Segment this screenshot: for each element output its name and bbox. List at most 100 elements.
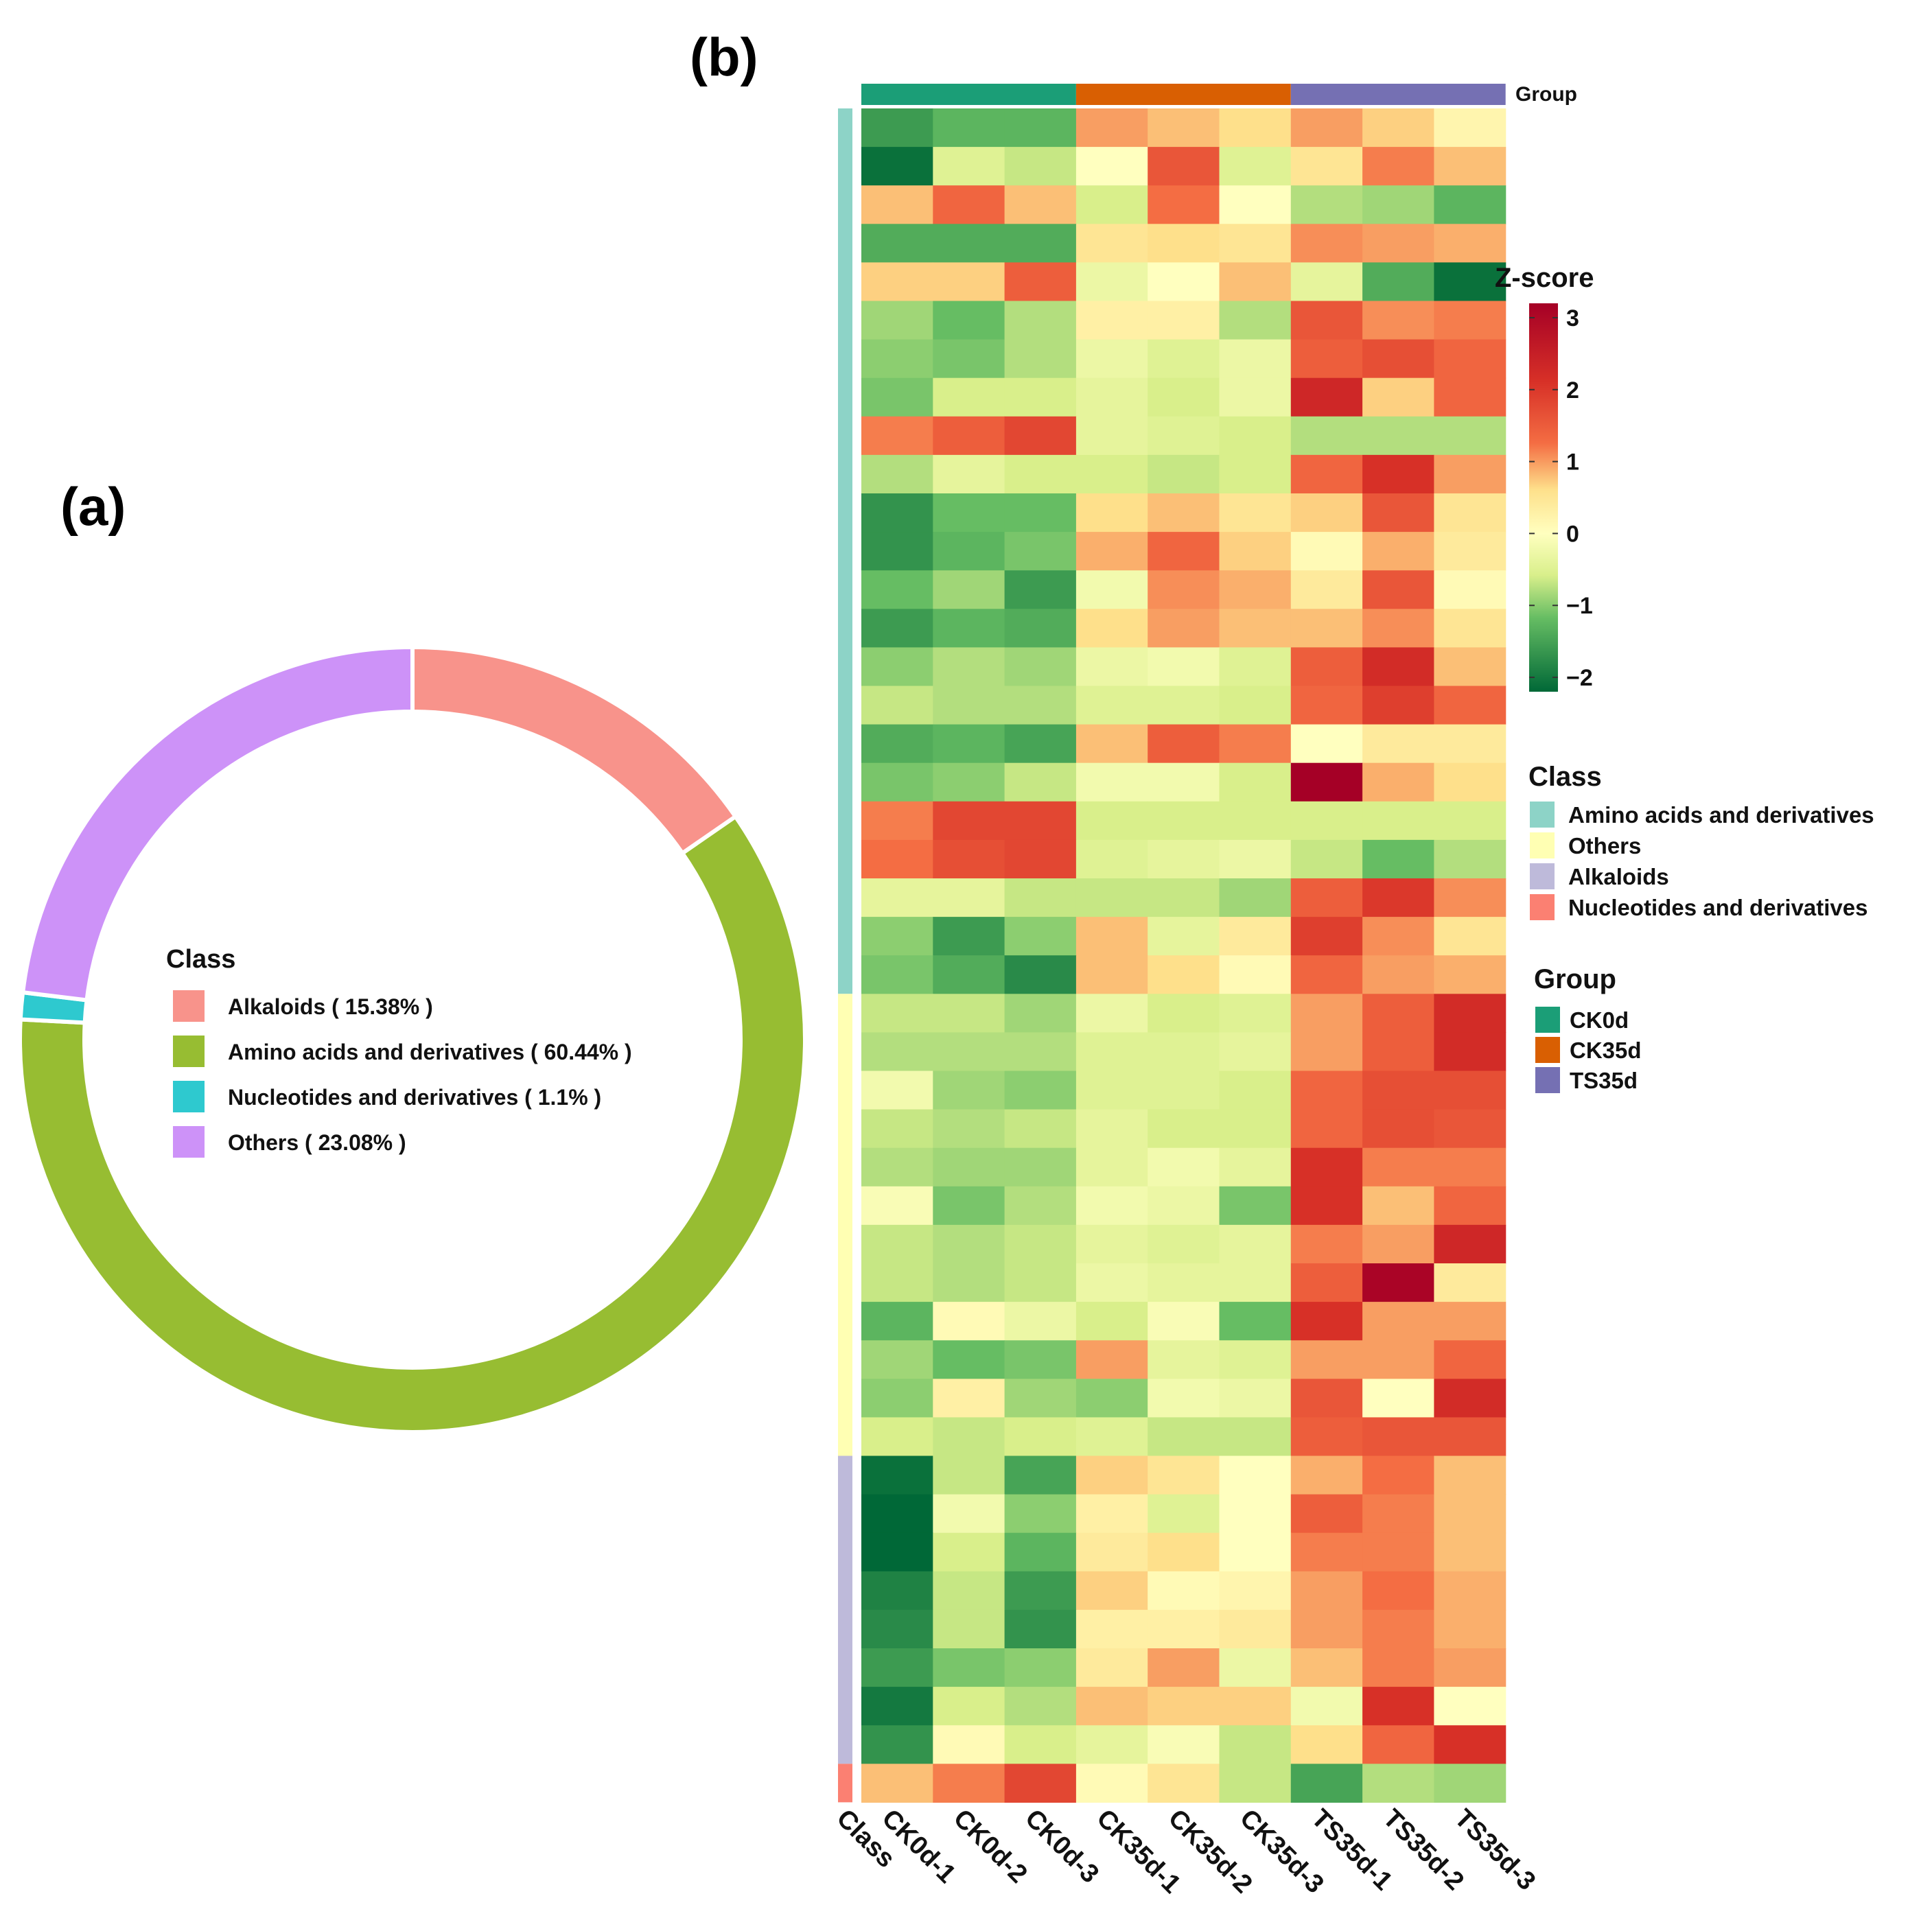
heatmap-cell-r15-c7 — [1290, 647, 1363, 687]
heatmap-cell-r39-c2 — [933, 1571, 1005, 1611]
heatmap-cell-r2-c7 — [1290, 147, 1363, 186]
heatmap-cell-r4-c9 — [1434, 224, 1506, 263]
heatmap-cell-r28-c7 — [1290, 1147, 1363, 1187]
heatmap-cell-r30-c5 — [1148, 1224, 1220, 1264]
heatmap-cell-r41-c3 — [1004, 1648, 1077, 1687]
heatmap-cell-r36-c2 — [933, 1455, 1005, 1495]
heatmap-cell-r40-c2 — [933, 1609, 1005, 1649]
heatmap-cell-r19-c9 — [1434, 801, 1506, 841]
zscore-tick-label: 0 — [1566, 521, 1579, 547]
heatmap-cell-r7-c3 — [1004, 339, 1077, 379]
heatmap-cell-r42-c7 — [1290, 1687, 1363, 1726]
heatmap-cell-r10-c4 — [1075, 454, 1148, 494]
heatmap-cell-r9-c9 — [1434, 416, 1506, 456]
heatmap-cell-r42-c1 — [861, 1687, 933, 1726]
group-legend-label: CK35d — [1570, 1038, 1642, 1063]
heatmap-cell-r25-c3 — [1004, 1032, 1077, 1072]
heatmap-cell-r34-c2 — [933, 1379, 1005, 1418]
heatmap-cell-r12-c3 — [1004, 532, 1077, 571]
heatmap-cell-r2-c5 — [1148, 147, 1220, 186]
heatmap-cell-r36-c7 — [1290, 1455, 1363, 1495]
heatmap-cell-r39-c6 — [1219, 1571, 1292, 1611]
heatmap-cell-r41-c7 — [1290, 1648, 1363, 1687]
heatmap-cell-r41-c8 — [1362, 1648, 1434, 1687]
heatmap-cell-r31-c6 — [1219, 1263, 1292, 1302]
heatmap-cell-r38-c7 — [1290, 1532, 1363, 1572]
heatmap-cell-r44-c5 — [1148, 1764, 1220, 1803]
heatmap-cell-r35-c4 — [1075, 1417, 1148, 1457]
heatmap-cell-r23-c3 — [1004, 955, 1077, 994]
class-track-amino-acids-and-derivatives — [838, 108, 852, 994]
heatmap-cell-r32-c1 — [861, 1302, 933, 1341]
heatmap-cell-r17-c9 — [1434, 724, 1506, 764]
heatmap-cell-r4-c7 — [1290, 224, 1363, 263]
heatmap-cell-r28-c5 — [1148, 1147, 1220, 1187]
heatmap-cell-r31-c2 — [933, 1263, 1005, 1302]
heatmap-cell-r24-c4 — [1075, 994, 1148, 1033]
heatmap-cell-r39-c5 — [1148, 1571, 1220, 1611]
heatmap-cell-r12-c5 — [1148, 532, 1220, 571]
heatmap-cell-r39-c1 — [861, 1571, 933, 1611]
heatmap-cell-r2-c9 — [1434, 147, 1506, 186]
heatmap-cell-r15-c2 — [933, 647, 1005, 687]
heatmap-cell-r14-c3 — [1004, 609, 1077, 648]
heatmap-cell-r14-c4 — [1075, 609, 1148, 648]
heatmap-cell-r25-c1 — [861, 1032, 933, 1072]
heatmap-cell-r33-c3 — [1004, 1340, 1077, 1379]
heatmap-cell-r22-c9 — [1434, 917, 1506, 956]
heatmap-cell-r32-c4 — [1075, 1302, 1148, 1341]
heatmap-cell-r34-c5 — [1148, 1379, 1220, 1418]
heatmap-cell-r20-c3 — [1004, 839, 1077, 879]
heatmap-cell-r29-c6 — [1219, 1186, 1292, 1226]
heatmap-cell-r16-c5 — [1148, 686, 1220, 725]
heatmap-cell-r39-c8 — [1362, 1571, 1434, 1611]
heatmap-cell-r43-c1 — [861, 1725, 933, 1764]
heatmap-cell-r19-c1 — [861, 801, 933, 841]
heatmap-cell-r27-c3 — [1004, 1109, 1077, 1149]
class-track-others — [838, 994, 852, 1456]
heatmap-cell-r24-c8 — [1362, 994, 1434, 1033]
heatmap-cell-r23-c5 — [1148, 955, 1220, 994]
heatmap-cell-r40-c4 — [1075, 1609, 1148, 1649]
heatmap-cell-r42-c2 — [933, 1687, 1005, 1726]
heatmap-cell-r4-c2 — [933, 224, 1005, 263]
heatmap-cell-r3-c7 — [1290, 185, 1363, 224]
heatmap-cell-r15-c5 — [1148, 647, 1220, 687]
class-legend-swatch — [1530, 802, 1555, 828]
heatmap-cell-r25-c7 — [1290, 1032, 1363, 1072]
heatmap-cell-r25-c8 — [1362, 1032, 1434, 1072]
group-track-CK35d — [1075, 84, 1291, 105]
group-track-TS35d — [1290, 84, 1506, 105]
heatmap-cell-r19-c2 — [933, 801, 1005, 841]
zscore-legend-title: Z-score — [1495, 263, 1594, 293]
heatmap-cell-r22-c7 — [1290, 917, 1363, 956]
heatmap-cell-r30-c9 — [1434, 1224, 1506, 1264]
donut-legend-swatch-others — [173, 1126, 205, 1158]
class-legend: Class Amino acids and derivatives Others A… — [1528, 762, 1874, 920]
heatmap-cell-r2-c8 — [1362, 147, 1434, 186]
heatmap-cell-r25-c5 — [1148, 1032, 1220, 1072]
heatmap-cell-r23-c2 — [933, 955, 1005, 994]
heatmap-cell-r4-c3 — [1004, 224, 1077, 263]
heatmap-cell-r7-c7 — [1290, 339, 1363, 379]
heatmap-cell-r9-c4 — [1075, 416, 1148, 456]
heatmap-cell-r12-c7 — [1290, 532, 1363, 571]
heatmap-cell-r39-c3 — [1004, 1571, 1077, 1611]
heatmap-cell-r20-c4 — [1075, 839, 1148, 879]
heatmap-cell-r21-c2 — [933, 878, 1005, 917]
heatmap-cell-r35-c2 — [933, 1417, 1005, 1457]
heatmap-cell-r18-c9 — [1434, 762, 1506, 802]
heatmap-cell-r36-c1 — [861, 1455, 933, 1495]
heatmap-cell-r23-c7 — [1290, 955, 1363, 994]
heatmap-cell-r22-c1 — [861, 917, 933, 956]
heatmap-cell-r25-c4 — [1075, 1032, 1148, 1072]
heatmap-cell-r27-c1 — [861, 1109, 933, 1149]
heatmap-cell-r38-c6 — [1219, 1532, 1292, 1572]
heatmap-cell-r31-c3 — [1004, 1263, 1077, 1302]
heatmap-cell-r2-c6 — [1219, 147, 1292, 186]
heatmap-cell-r5-c6 — [1219, 262, 1292, 302]
heatmap-cell-r23-c6 — [1219, 955, 1292, 994]
heatmap-cell-r17-c1 — [861, 724, 933, 764]
heatmap-cell-r29-c8 — [1362, 1186, 1434, 1226]
heatmap-cell-r12-c8 — [1362, 532, 1434, 571]
